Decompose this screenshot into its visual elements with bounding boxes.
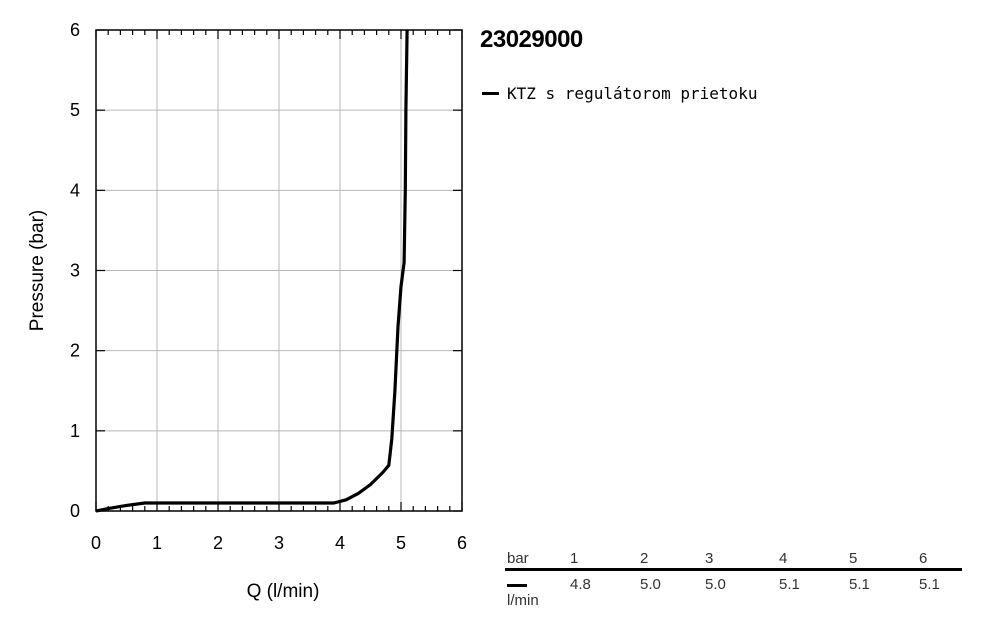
flow-table-rule — [505, 568, 962, 571]
flow-value-cell: 5.1 — [849, 576, 870, 593]
flow-table-header: bar 1 2 3 4 5 6 — [505, 548, 962, 571]
x-tick-label: 4 — [335, 533, 345, 553]
flow-value-cell: 5.1 — [919, 576, 940, 593]
y-axis-label: Pressure (bar) — [27, 210, 48, 331]
x-tick-label: 0 — [91, 533, 101, 553]
series-line — [95, 29, 409, 513]
legend-label: KTZ s regulátorom prietoku — [507, 84, 758, 103]
product-code: 23029000 — [480, 26, 583, 53]
flow-table: bar 1 2 3 4 5 6 l/min 4.8 5.0 5.0 5.1 5.… — [505, 548, 962, 610]
legend-line-swatch — [482, 92, 499, 95]
y-tick-label: 1 — [70, 421, 80, 441]
flow-table-row: l/min 4.8 5.0 5.0 5.1 5.1 5.1 — [505, 570, 962, 610]
flow-value-cell: 5.0 — [640, 576, 661, 593]
flow-table-line-swatch — [507, 584, 527, 587]
pressure-cell: 1 — [570, 550, 579, 567]
y-tick-label: 5 — [70, 100, 80, 120]
flow-value-cell: 5.0 — [705, 576, 726, 593]
x-tick-label: 2 — [213, 533, 223, 553]
y-tick-label: 0 — [70, 501, 80, 521]
x-tick-label: 6 — [457, 533, 467, 553]
y-tick-label: 6 — [70, 20, 80, 40]
y-tick-label: 2 — [70, 341, 80, 361]
x-tick-label: 1 — [152, 533, 162, 553]
pressure-cell: 3 — [705, 550, 714, 567]
flow-table-header-unit: bar — [507, 550, 529, 567]
flow-table-row-unit: l/min — [507, 592, 539, 609]
x-tick-label: 3 — [274, 533, 284, 553]
pressure-flow-chart: 0 1 2 3 4 5 6 0 1 2 3 4 5 6 Q (l/min) Pressure (bar) — [27, 20, 467, 602]
pressure-cell: 4 — [779, 550, 788, 567]
y-tick-label: 4 — [70, 180, 80, 200]
x-tick-label: 5 — [396, 533, 406, 553]
pressure-cell: 5 — [849, 550, 858, 567]
flow-value-cell: 4.8 — [570, 576, 591, 593]
legend: KTZ s regulátorom prietoku — [482, 84, 757, 103]
pressure-cell: 6 — [919, 550, 928, 567]
y-tick-label: 3 — [70, 261, 80, 281]
pressure-cell: 2 — [640, 550, 649, 567]
x-axis-label: Q (l/min) — [247, 581, 320, 602]
flow-value-cell: 5.1 — [779, 576, 800, 593]
